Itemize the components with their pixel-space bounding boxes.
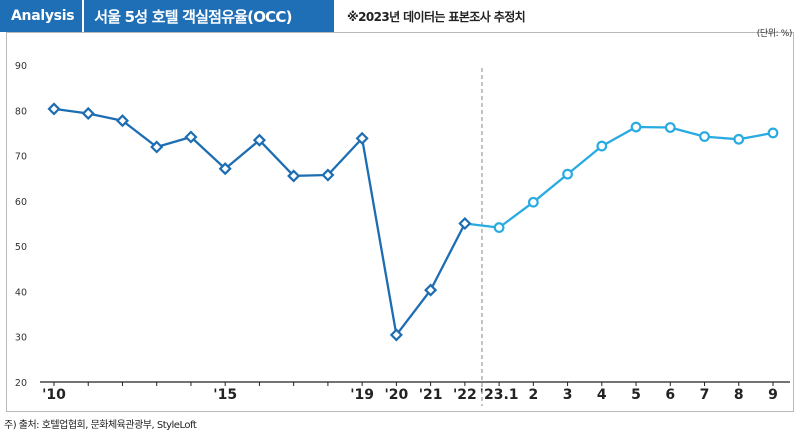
x-tick-label: 6 [665,387,675,403]
data-point [767,127,779,139]
y-tick-label: 70 [15,152,27,163]
data-point [596,140,608,152]
x-tick-label: 4 [597,387,607,403]
chart-title: 서울 5성 호텔 객실점유율(OCC) [84,0,335,32]
x-tick-label: '15 [213,387,237,403]
data-point [115,114,130,128]
data-point [458,216,472,231]
data-point [184,130,198,144]
series-line-2 [464,125,774,229]
data-point [252,133,266,147]
line-layer [53,107,774,337]
chart-frame [6,32,794,412]
data-point [493,222,505,233]
data-point [527,196,539,208]
header-divider [82,0,85,32]
x-tick-label: '21 [419,387,443,403]
x-tick-label: 9 [768,387,778,403]
y-tick-label: 50 [15,242,27,253]
x-tick-label: '23.1 [480,387,519,403]
axis-layer: 20 30 40 50 60 70 80 90 '10 '15 '19 '20 '21 '22'23.1 2… [15,61,790,406]
estimate-note: ※2023년 데이터는 표본조사 추정치 [347,10,526,24]
y-tick-label: 80 [15,106,27,117]
marker-layer [47,102,779,342]
x-tick-label: 7 [700,387,710,403]
data-point [150,140,164,154]
x-tick-label: 3 [563,387,573,403]
data-point [630,121,642,133]
analysis-tag: Analysis [0,0,83,32]
data-point [355,131,369,145]
data-point [664,122,676,133]
y-tick-label: 60 [15,197,27,208]
header-bar: Analysis 서울 5성 호텔 객실점유율(OCC) [0,0,335,32]
data-point [733,133,745,145]
x-tick-label: '22 [453,387,477,403]
data-point [81,106,95,121]
y-tick-label: 90 [15,61,27,72]
data-point [321,168,335,182]
x-tick-label: '10 [42,387,66,403]
x-tick-label: 5 [631,387,641,403]
unit-label: (단위: %) [756,29,793,39]
data-point [47,102,61,116]
y-tick-label: 40 [15,287,27,298]
data-point [218,162,232,176]
x-tick-label: '19 [350,387,374,403]
x-tick-label: 2 [528,387,538,403]
data-point [562,168,573,180]
y-tick-label: 30 [15,333,27,344]
source-note: 주) 출처: 호텔업협회, 문화체육관광부, StyleLoft [4,420,197,431]
x-tick-label: '20 [384,387,408,403]
data-point [389,328,403,342]
data-point [424,283,438,297]
x-tick-label: 8 [734,387,744,403]
data-point [287,169,301,183]
data-point [699,131,710,142]
y-tick-label: 20 [15,378,27,389]
